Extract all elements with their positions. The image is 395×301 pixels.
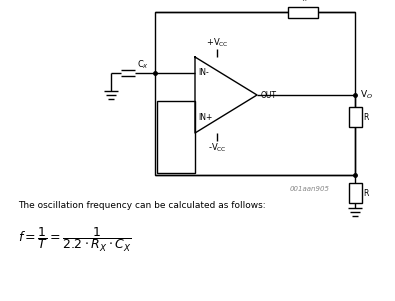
Text: V$_O$: V$_O$	[360, 89, 373, 101]
Bar	[348, 183, 361, 203]
Text: R: R	[363, 188, 369, 197]
Text: The oscillation frequency can be calculated as follows:: The oscillation frequency can be calcula…	[18, 201, 265, 210]
Bar	[157, 101, 195, 173]
Text: R$_X$: R$_X$	[297, 0, 309, 4]
Bar	[288, 7, 318, 17]
Text: -V$_{\mathregular{CC}}$: -V$_{\mathregular{CC}}$	[208, 141, 226, 154]
Text: IN+: IN+	[198, 113, 213, 122]
Bar	[155, 12, 355, 175]
Text: OUT: OUT	[261, 91, 277, 100]
Text: C$_X$: C$_X$	[137, 58, 149, 71]
Text: 001aan905: 001aan905	[290, 186, 330, 192]
Text: IN-: IN-	[198, 68, 209, 77]
Text: +V$_{\mathregular{CC}}$: +V$_{\mathregular{CC}}$	[206, 36, 228, 49]
Text: R: R	[363, 113, 369, 122]
Bar	[348, 107, 361, 127]
Text: $f = \dfrac{1}{T} = \dfrac{1}{2.2 \cdot R_X \cdot C_X}$: $f = \dfrac{1}{T} = \dfrac{1}{2.2 \cdot …	[18, 226, 132, 254]
